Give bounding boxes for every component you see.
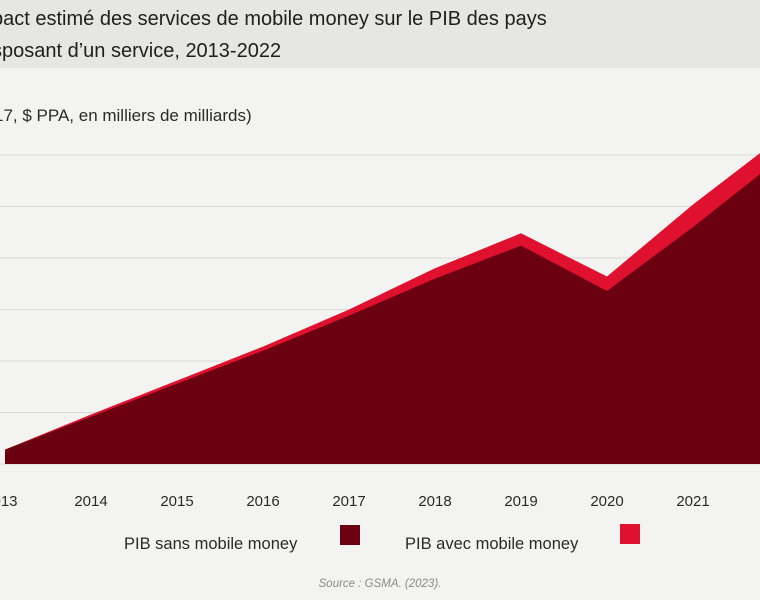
source-note: Source : GSMA. (2023). <box>318 578 442 590</box>
x-axis-ticks: 013 2014 2015 2016 2017 2018 2019 2020 2021 <box>0 493 710 510</box>
series-area-without-mobile-money <box>5 174 760 464</box>
chart-subtitle: 17, $ PPA, en milliers de milliards) <box>0 106 252 125</box>
x-tick-label: 2020 <box>590 493 623 510</box>
x-tick-label: 013 <box>0 493 18 510</box>
x-tick-label: 2014 <box>74 493 107 510</box>
legend-label-without: PIB sans mobile money <box>124 535 298 553</box>
legend-swatch-without <box>340 525 360 545</box>
chart-title-line-1: pact estimé des services de mobile money… <box>0 8 547 30</box>
x-tick-label: 2019 <box>504 493 537 510</box>
title-bar <box>0 0 760 68</box>
x-tick-label: 2016 <box>246 493 279 510</box>
legend-swatch-with <box>620 524 640 544</box>
chart-title-line-2: sposant d’un service, 2013-2022 <box>0 40 282 62</box>
x-tick-label: 2017 <box>332 493 365 510</box>
x-tick-label: 2015 <box>160 493 193 510</box>
x-tick-label: 2018 <box>418 493 451 510</box>
x-tick-label: 2021 <box>676 493 709 510</box>
legend-label-with: PIB avec mobile money <box>405 535 579 553</box>
